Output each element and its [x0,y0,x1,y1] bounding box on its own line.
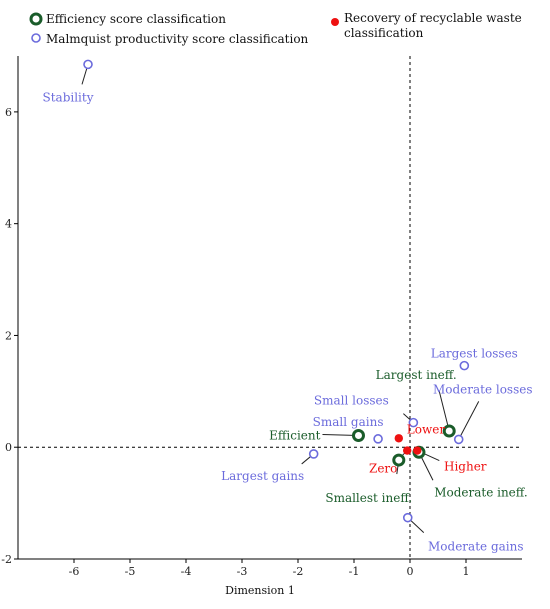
label-smallest-ineff: Smallest ineff. [325,491,412,505]
label-largest-losses: Largest losses [431,347,518,361]
label-leader-lines [81,64,480,534]
label-largest-ineff: Largest ineff. [376,368,457,382]
point-largest-ineff [442,424,456,438]
y-tick-label: -2 [1,553,12,566]
point-small-losses [408,417,419,428]
point-largest-gains [308,449,319,459]
data-points [83,59,470,523]
y-tick-label: 0 [5,441,12,454]
label-moderate-losses: Moderate losses [433,382,533,396]
legend-label-malmquist: Malmquist productivity score classificat… [46,32,309,46]
label-small-gains: Small gains [313,415,384,429]
legend-label-recovery-line2: classification [344,26,424,40]
y-tick-label: 6 [5,106,12,119]
point-smallest-ineff [392,453,406,467]
point-small-gains [373,434,383,444]
label-stability: Stability [43,90,94,104]
y-tick-label: 4 [5,218,12,231]
point-zero [403,446,412,455]
leader-largest-ineff [438,390,450,432]
legend-marker-recovery [331,18,339,26]
point-efficient [351,428,365,442]
x-axis-ticks: -6 -5 -4 -3 -2 -1 0 1 [69,559,470,578]
point-moderate-gains [402,512,413,523]
label-zero: Zero [369,462,397,476]
point-largest-losses [459,360,470,371]
label-efficient: Efficient [269,428,321,442]
point-lower [394,434,403,443]
legend-marker-efficiency [29,12,43,26]
x-axis-title: Dimension 1 [225,584,295,597]
point-higher [413,446,422,455]
label-moderate-ineff: Moderate ineff. [434,485,528,499]
legend-label-recovery: Recovery of recyclable waste classificat… [344,11,526,40]
legend-label-recovery-line1: Recovery of recyclable waste [344,11,522,25]
label-small-losses: Small losses [314,394,389,408]
legend: Efficiency score classification Malmquis… [29,11,526,46]
leader-moderate-losses [458,401,480,440]
x-tick-label: 0 [407,565,414,578]
point-labels: Efficient Largest ineff. Smallest ineff. Mo… [43,90,533,553]
x-tick-label: -3 [237,565,248,578]
legend-marker-malmquist [31,33,41,43]
x-tick-label: -1 [349,565,360,578]
label-lower: Lower [407,422,446,436]
point-moderate-losses [453,434,464,445]
x-tick-label: -2 [293,565,304,578]
label-largest-gains: Largest gains [221,469,304,483]
x-tick-label: -4 [181,565,192,578]
point-stability [83,59,93,70]
x-tick-label: -6 [69,565,80,578]
x-tick-label: 1 [463,565,470,578]
y-axis-ticks: -2 0 2 4 6 [1,106,18,566]
legend-label-efficiency: Efficiency score classification [46,12,226,26]
label-moderate-gains: Moderate gains [428,540,523,554]
x-tick-label: -5 [125,565,136,578]
label-higher: Higher [444,460,487,474]
y-tick-label: 2 [5,329,12,342]
